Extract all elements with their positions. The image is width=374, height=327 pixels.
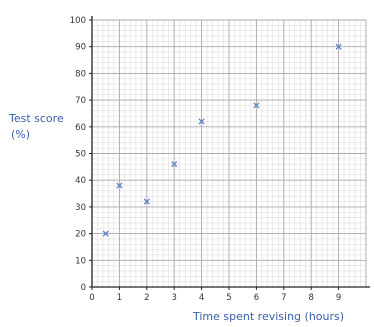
- y-tick-label: 100: [70, 16, 86, 26]
- x-tick-label: 6: [254, 293, 259, 303]
- y-axis-label-line2: (%): [11, 128, 30, 141]
- x-axis-label: Time spent revising (hours): [192, 310, 344, 323]
- axes: [91, 16, 370, 288]
- y-tick-label: 10: [75, 256, 86, 266]
- x-tick-label: 0: [89, 293, 94, 303]
- x-tick-label: 3: [171, 293, 176, 303]
- data-point-stroke: [143, 198, 150, 205]
- data-point: [171, 161, 178, 168]
- data-point: [335, 43, 342, 50]
- x-tick-labels: 0 1 2 3 4 5 6 7 8 9: [89, 287, 341, 303]
- x-tick-label: 7: [281, 293, 286, 303]
- y-axis-label-line1: Test score: [8, 112, 64, 125]
- y-tick-label: 80: [75, 69, 86, 79]
- data-point-stroke: [198, 118, 205, 125]
- y-tick-label: 0: [81, 283, 86, 293]
- data-point: [253, 102, 260, 109]
- data-point-stroke: [335, 43, 342, 50]
- y-tick-labels: 0 10 20 30 40 50 60 70 80 90 100: [70, 16, 92, 293]
- y-tick-label: 90: [75, 43, 86, 53]
- x-tick-label: 5: [226, 293, 231, 303]
- x-tick-label: 1: [117, 293, 122, 303]
- y-tick-label: 40: [75, 176, 86, 186]
- x-tick-label: 4: [199, 293, 204, 303]
- data-point: [198, 118, 205, 125]
- y-tick-label: 70: [75, 96, 86, 106]
- y-tick-label: 60: [75, 123, 86, 133]
- x-tick-label: 8: [308, 293, 313, 303]
- x-tick-label: 9: [336, 293, 341, 303]
- data-point: [102, 230, 109, 237]
- y-tick-label: 50: [75, 150, 86, 160]
- data-points: [102, 43, 342, 237]
- data-point-stroke: [102, 230, 109, 237]
- data-point: [116, 182, 123, 189]
- data-point-stroke: [253, 102, 260, 109]
- data-point-stroke: [171, 161, 178, 168]
- y-tick-label: 30: [75, 203, 86, 213]
- x-tick-label: 2: [144, 293, 149, 303]
- y-tick-label: 20: [75, 230, 86, 240]
- data-point-stroke: [116, 182, 123, 189]
- major-gridlines: [91, 19, 367, 288]
- data-point: [143, 198, 150, 205]
